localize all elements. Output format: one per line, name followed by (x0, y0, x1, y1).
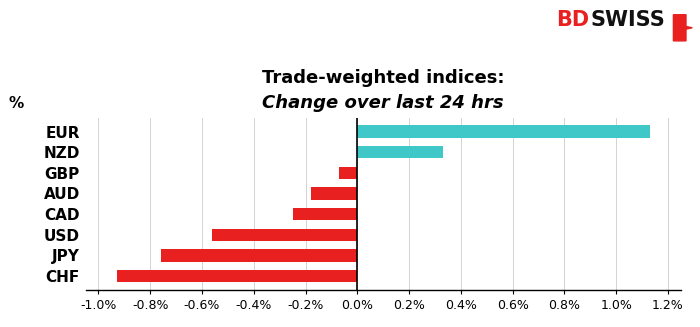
Text: Trade-weighted indices:: Trade-weighted indices: (262, 69, 505, 87)
Bar (340, 167, 357, 179)
Text: Change over last 24 hrs: Change over last 24 hrs (262, 95, 504, 112)
Text: SWISS: SWISS (590, 10, 665, 30)
Bar (117, 270, 357, 282)
Text: BD: BD (556, 10, 589, 30)
Bar (357, 125, 650, 138)
Text: %: % (8, 96, 23, 111)
Bar (357, 146, 443, 158)
Bar (212, 229, 357, 241)
Bar (311, 187, 357, 200)
Bar (293, 208, 357, 220)
Bar (160, 249, 357, 262)
